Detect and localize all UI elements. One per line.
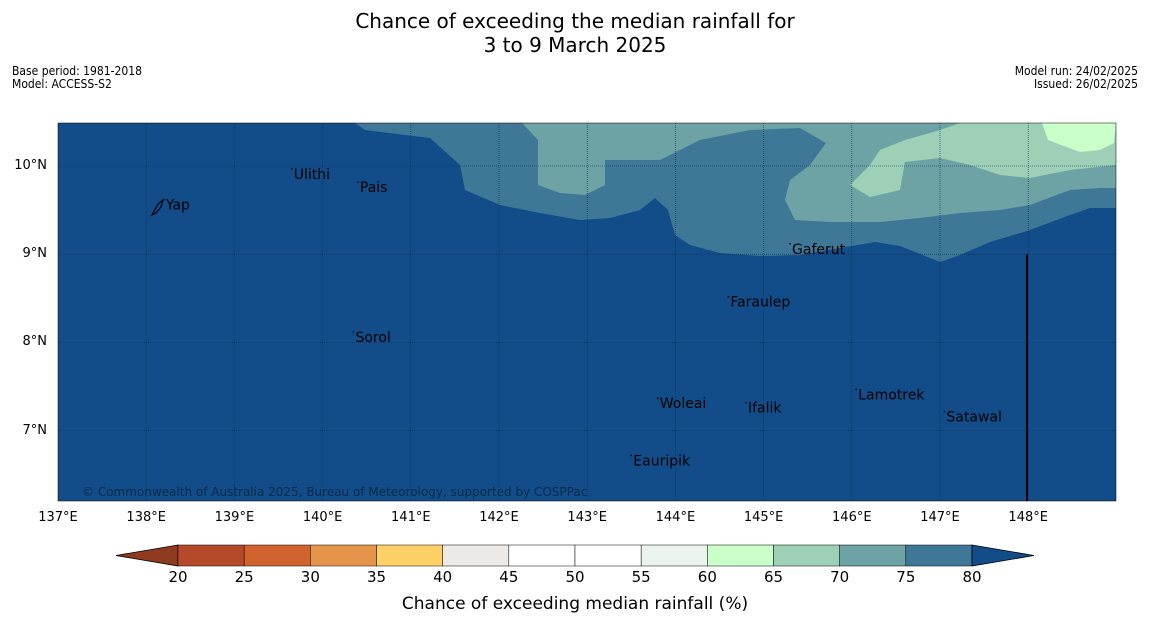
meta-right: Model run: 24/02/2025 Issued: 26/02/2025 — [1015, 65, 1138, 91]
place-marker — [943, 410, 946, 413]
place-label: Ifalik — [748, 401, 782, 417]
model-run: Model run: 24/02/2025 — [1014, 64, 1138, 78]
title-line-1: Chance of exceeding the median rainfall … — [355, 9, 795, 33]
model-name: Model: ACCESS-S2 — [12, 77, 112, 91]
base-period: Base period: 1981-2018 — [12, 64, 143, 78]
lat-tick-label: 7°N — [22, 422, 48, 438]
title-line-2: 3 to 9 March 2025 — [483, 33, 667, 57]
colorbar-extend-high — [971, 544, 1035, 567]
fill-65-70 — [850, 123, 1116, 197]
map-frame — [57, 122, 1117, 502]
lon-tick-label: 145°E — [743, 510, 784, 525]
lon-tick-label: 144°E — [655, 510, 696, 525]
place-label: Sorol — [355, 330, 390, 346]
colorbar-tick-label: 50 — [565, 568, 585, 586]
graticule — [58, 123, 1116, 501]
chart-title: Chance of exceeding the median rainfall … — [0, 9, 1150, 57]
place-marker — [745, 401, 747, 404]
lon-tick-label: 140°E — [302, 510, 343, 525]
place-marker — [357, 181, 359, 183]
lat-tick-label: 8°N — [22, 334, 48, 350]
place-label: Pais — [360, 180, 388, 196]
colorbar-tick-label: 25 — [234, 568, 254, 586]
colorbar-tick-label: 55 — [631, 568, 651, 586]
place-marker — [163, 198, 165, 201]
place-label: Ulithi — [294, 167, 330, 183]
yap-island-outline — [150, 198, 165, 217]
place-marker — [290, 168, 293, 170]
colorbar-tick-label: 65 — [763, 568, 784, 586]
lon-tick-label: 137°E — [38, 510, 78, 525]
colorbar-segment — [310, 544, 377, 567]
lon-tick-label: 146°E — [832, 510, 872, 525]
lon-tick-label: 141°E — [391, 510, 431, 525]
place-marker — [855, 388, 858, 391]
colorbar-segment — [839, 544, 907, 567]
colorbar-segment — [707, 544, 774, 567]
colorbar-segment — [376, 544, 443, 567]
lon-tick-label: 139°E — [214, 510, 255, 525]
colorbar-tick-label: 40 — [433, 568, 453, 586]
colorbar-segment — [905, 544, 973, 567]
colorbar-title: Chance of exceeding median rainfall (%) — [401, 594, 749, 614]
fill-60-65 — [1042, 123, 1116, 152]
copyright-text: © Commonwealth of Australia 2025, Bureau… — [82, 485, 587, 499]
place-label: Lamotrek — [858, 387, 925, 403]
colorbar-segment — [773, 544, 840, 567]
lon-tick-label: 147°E — [920, 510, 960, 525]
lat-tick-label: 9°N — [22, 246, 48, 262]
place-label: Woleai — [660, 396, 707, 412]
place-marker — [352, 331, 355, 333]
place-label: Satawal — [946, 409, 1001, 425]
lon-tick-label: 142°E — [479, 510, 519, 525]
colorbar-segment — [640, 544, 708, 567]
colorbar-tick-label: 60 — [697, 568, 717, 586]
place-labels: Yap Ulithi Pais Gaferut Faraulep Sorol Woleai I… — [163, 167, 1002, 469]
colorbar-tick-label: 35 — [366, 568, 387, 586]
colorbar-extend-low — [115, 544, 179, 567]
colorbar-segment — [574, 544, 642, 567]
probability-map: Yap Ulithi Pais Gaferut Faraulep Sorol Woleai I… — [58, 123, 1116, 501]
colorbar-segment — [442, 544, 510, 567]
colorbar — [115, 544, 1035, 567]
colorbar-tick-label: 80 — [962, 568, 982, 586]
lon-tick-label: 148°E — [1008, 510, 1048, 525]
issued-date: Issued: 26/02/2025 — [1033, 77, 1138, 91]
colorbar-segment — [177, 544, 245, 567]
place-label: Faraulep — [730, 295, 790, 311]
place-marker — [789, 242, 791, 245]
colorbar-tick-label: 30 — [300, 568, 320, 586]
meta-left: Base period: 1981-2018 Model: ACCESS-S2 — [12, 65, 142, 91]
colorbar-segment — [508, 544, 576, 567]
lat-tick-label: 10°N — [14, 158, 47, 173]
colorbar-tick-label: 20 — [168, 568, 188, 586]
place-marker — [630, 454, 633, 457]
lon-tick-label: 143°E — [567, 510, 607, 525]
place-marker — [656, 397, 659, 399]
place-label: Yap — [165, 198, 190, 214]
colorbar-tick-label: 75 — [896, 568, 916, 586]
lon-tick-label: 138°E — [126, 510, 166, 525]
colorbar-tick-label: 70 — [830, 568, 850, 586]
place-label: Gaferut — [792, 242, 846, 258]
colorbar-segment — [243, 544, 311, 567]
place-label: Eauripik — [633, 453, 691, 469]
colorbar-tick-label: 45 — [499, 568, 519, 586]
place-marker — [727, 295, 730, 298]
